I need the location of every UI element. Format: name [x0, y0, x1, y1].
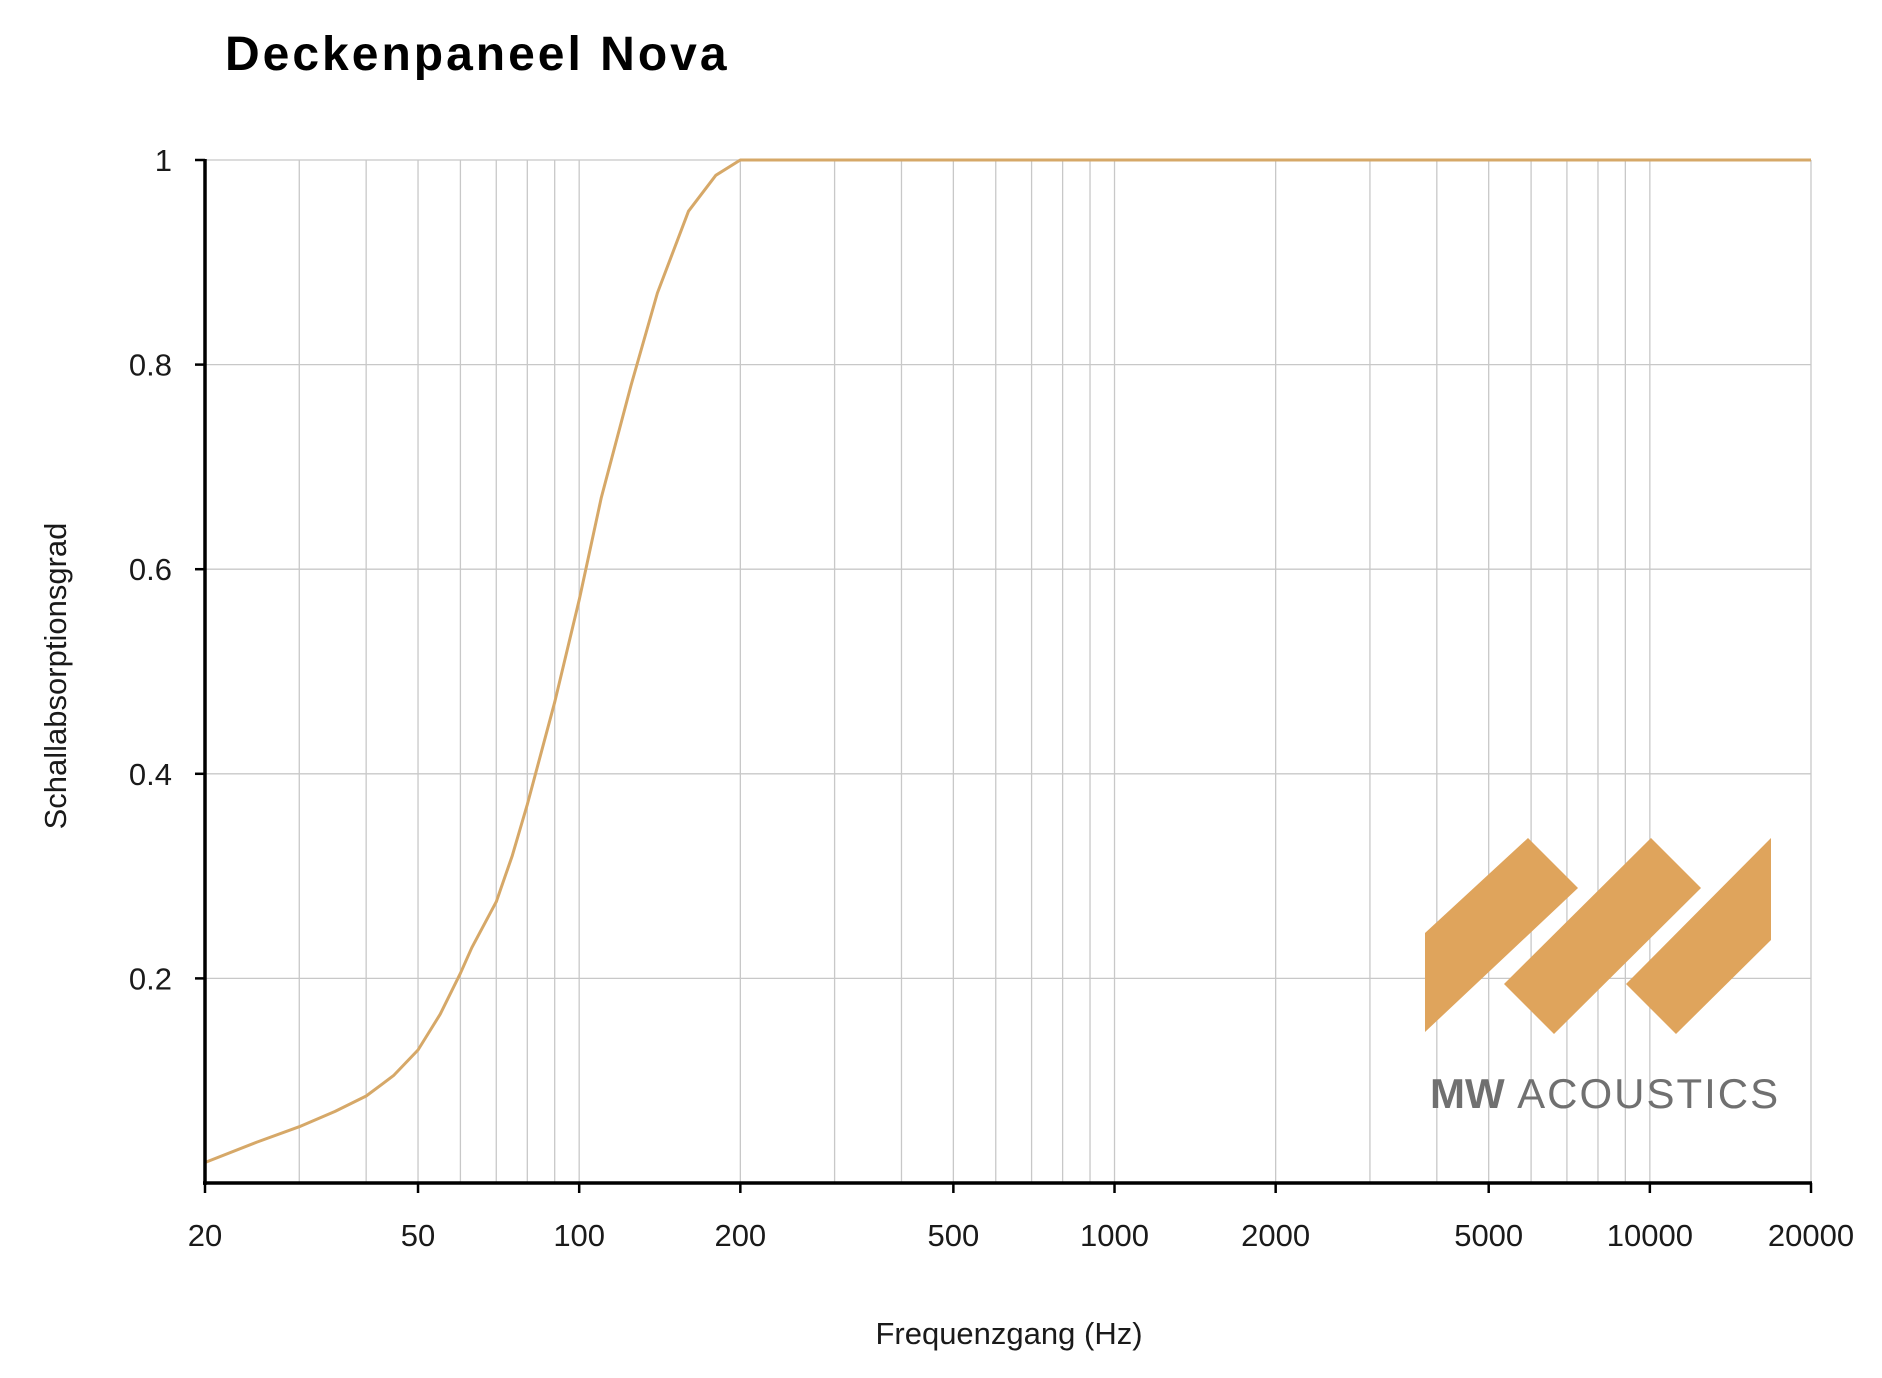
y-tick-label: 0.6	[129, 552, 172, 587]
y-tick-label: 1	[155, 143, 172, 178]
series-group	[204, 158, 1811, 1164]
x-tick-label: 50	[401, 1218, 435, 1253]
series-line	[204, 158, 1811, 1164]
y-tick-label: 0.2	[129, 961, 172, 996]
x-tick-label: 10000	[1607, 1218, 1693, 1253]
y-axis-title: Schallabsorptionsgrad	[38, 523, 73, 830]
x-tick-label: 2000	[1241, 1218, 1310, 1253]
grid	[205, 159, 1812, 1183]
x-tick-label: 100	[553, 1218, 605, 1253]
x-axis-title: Frequenzgang (Hz)	[875, 1316, 1142, 1351]
y-tick-label: 0.4	[129, 757, 172, 792]
brand-logo: MW ACOUSTICS	[1425, 838, 1780, 1117]
logo-shape-left	[1425, 838, 1578, 1032]
logo-text-light: ACOUSTICS	[1517, 1070, 1780, 1117]
logo-shape-middle	[1504, 838, 1701, 1034]
chart-title: Deckenpaneel Nova	[225, 28, 730, 81]
x-tick-label: 20000	[1768, 1218, 1854, 1253]
tick-labels: 20 50 100 200 500 1000 2000 5000 10000 20000 0.2 0.…	[129, 143, 1854, 1253]
y-tick-label: 0.8	[129, 348, 172, 383]
x-tick-label: 500	[927, 1218, 979, 1253]
x-tick-label: 20	[188, 1218, 222, 1253]
logo-shape-right	[1626, 838, 1771, 1034]
axes	[203, 159, 1812, 1185]
logo-text-strong: MW	[1430, 1070, 1505, 1117]
logo-text: MW ACOUSTICS	[1430, 1070, 1780, 1117]
x-tick-label: 5000	[1454, 1218, 1523, 1253]
x-tick-label: 200	[714, 1218, 766, 1253]
x-tick-label: 1000	[1080, 1218, 1149, 1253]
